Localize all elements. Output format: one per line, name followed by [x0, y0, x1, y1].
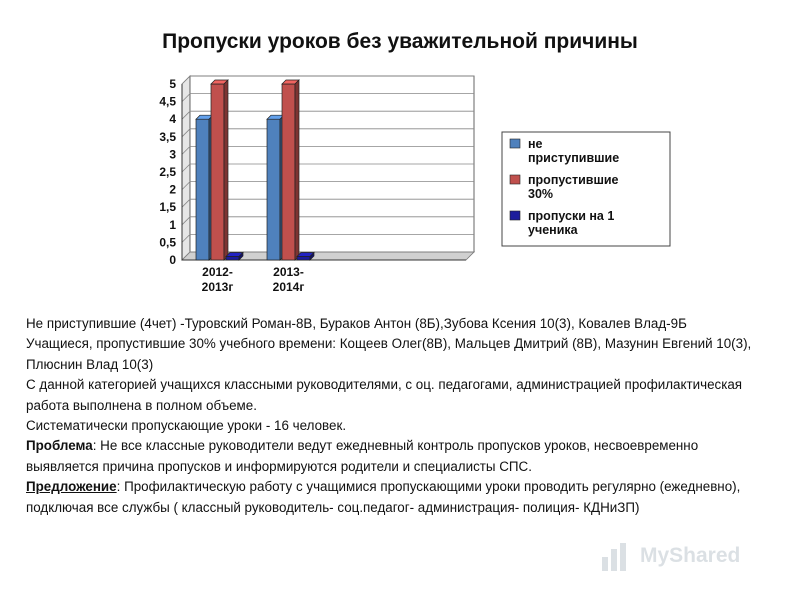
x-tick-label: 2013- — [273, 265, 304, 279]
missed-30-paragraph: Учащиеся, пропустившие 30% учебного врем… — [26, 336, 752, 372]
proposal-text: : Профилактическую работу с учащимися пр… — [26, 479, 741, 515]
legend-label: 30% — [528, 187, 553, 201]
not-started-paragraph: Не приступившие (4чет) -Туровский Роман-… — [26, 316, 687, 331]
gridline — [181, 181, 474, 190]
x-tick-label: 2014г — [273, 280, 305, 294]
chart-title: Пропуски уроков без уважительной причины — [162, 30, 638, 53]
y-tick-label: 1,5 — [159, 200, 176, 214]
bar-side — [238, 251, 244, 261]
bar-side — [294, 79, 300, 261]
y-tick-label: 3 — [169, 147, 176, 161]
y-tick-label: 2,5 — [159, 165, 176, 179]
proposal-label: Предложение — [26, 479, 117, 495]
chart-bars-icon — [602, 543, 626, 571]
legend-swatch — [509, 138, 521, 149]
bar-front — [195, 118, 210, 261]
gridline — [181, 75, 474, 85]
gridline — [181, 216, 474, 226]
gridline — [181, 110, 474, 120]
gridline — [181, 251, 474, 261]
bar — [210, 79, 229, 261]
problem-paragraph: Проблема: Не все классные руководители в… — [26, 436, 766, 477]
bar-front — [296, 256, 311, 261]
bar — [281, 79, 300, 261]
bar-front — [266, 118, 281, 261]
bar-side — [223, 79, 229, 261]
gridline — [181, 163, 474, 173]
work-done-paragraph: С данной категорией учащихся классными р… — [26, 377, 743, 413]
problem-text: : Не все классные руководители ведут еже… — [26, 438, 699, 474]
bar-front — [225, 256, 240, 261]
y-tick-label: 3,5 — [159, 130, 176, 144]
report-text: Не приступившие (4чет) -Туровский Роман-… — [26, 314, 766, 518]
proposal-paragraph: Предложение: Профилактическую работу с у… — [26, 477, 766, 518]
legend-box — [501, 131, 671, 247]
x-tick-label: 2012- — [202, 265, 233, 279]
y-tick-label: 1 — [169, 218, 176, 232]
bar-front — [210, 83, 225, 261]
bar-chart: 0 0,5 1 1,5 2 2,5 3 3,5 4 4,5 5 2012-2013г 2013-2014… — [159, 75, 671, 294]
watermark: MyShared — [600, 536, 770, 576]
bar-side — [309, 251, 315, 261]
y-tick-label: 0 — [169, 253, 176, 267]
gridline — [181, 146, 474, 155]
bar — [195, 114, 214, 261]
bar — [225, 251, 244, 261]
x-tick-label: 2013г — [202, 280, 234, 294]
legend-swatch — [509, 210, 521, 221]
watermark-text: MyShared — [640, 544, 741, 567]
bar — [296, 251, 315, 261]
gridline — [181, 198, 474, 208]
y-tick-label: 4 — [169, 112, 176, 126]
legend-label: приступившие — [528, 151, 619, 165]
legend-swatch — [509, 174, 521, 185]
y-tick-label: 4,5 — [159, 95, 176, 109]
gridline — [181, 233, 474, 243]
legend-label: пропустившие — [528, 173, 619, 187]
y-tick-label: 2 — [169, 183, 176, 197]
gridline — [181, 93, 474, 102]
legend-label: пропуски на 1 — [528, 209, 614, 223]
bar-front — [281, 83, 296, 261]
systematic-paragraph: Систематически пропускающие уроки - 16 ч… — [26, 418, 347, 434]
legend-label: ученика — [528, 223, 579, 237]
gridline — [181, 128, 474, 138]
legend-label: не — [528, 137, 543, 151]
problem-label: Проблема — [26, 438, 93, 454]
y-tick-label: 5 — [169, 77, 176, 91]
y-tick-label: 0,5 — [159, 235, 176, 249]
bar — [266, 114, 285, 261]
